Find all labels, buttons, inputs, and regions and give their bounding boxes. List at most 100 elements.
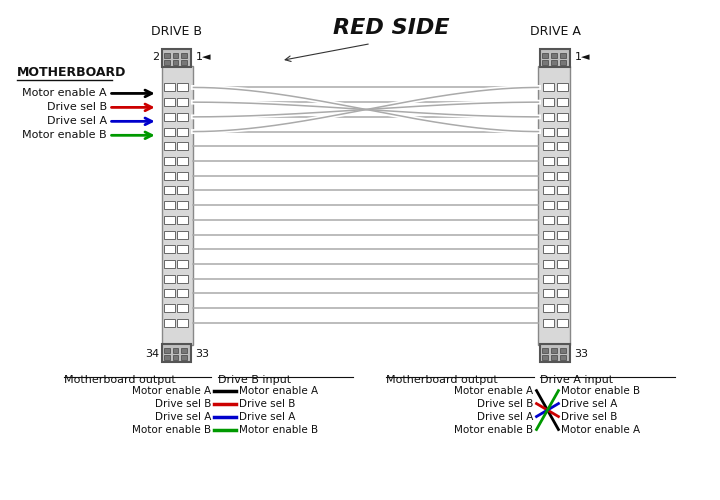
Bar [163,60,169,64]
Bar [181,354,187,360]
Bar [181,60,187,64]
Text: Drive sel A: Drive sel A [477,412,534,422]
Bar [181,348,187,352]
Bar [163,274,174,282]
Bar [542,348,549,352]
Bar [542,354,549,360]
Bar [544,128,554,136]
Text: 2: 2 [153,52,160,62]
Text: DRIVE B: DRIVE B [151,24,202,38]
Bar [173,52,179,58]
Text: Motor enable B: Motor enable B [22,130,107,140]
Bar [163,172,174,179]
Bar [544,84,554,92]
Text: Drive B input: Drive B input [218,374,292,384]
Bar [544,216,554,224]
Bar [181,52,187,58]
Bar [557,98,568,106]
Bar [557,260,568,268]
Text: 1◄: 1◄ [575,52,590,62]
Bar [552,52,557,58]
Bar [163,260,174,268]
Text: Drive sel B: Drive sel B [155,398,212,408]
Bar [544,319,554,327]
Bar [560,60,567,64]
Text: 34: 34 [554,348,568,358]
Bar [552,60,557,64]
Text: Motor enable B: Motor enable B [454,424,534,434]
Bar [557,157,568,165]
Bar [544,230,554,238]
Bar [163,113,174,121]
Text: MOTHERBOARD: MOTHERBOARD [17,66,126,80]
Bar [557,113,568,121]
Text: Drive sel A: Drive sel A [47,116,107,126]
Bar [544,304,554,312]
Bar [163,348,169,352]
Text: Drive sel B: Drive sel B [239,398,296,408]
Text: Motor enable B: Motor enable B [132,424,212,434]
Text: Drive sel A: Drive sel A [155,412,212,422]
Bar [557,274,568,282]
Bar [178,230,189,238]
Bar [557,84,568,92]
Bar [557,246,568,253]
Bar [178,290,189,298]
Text: Motor enable A: Motor enable A [132,386,212,396]
Bar [557,128,568,136]
Text: Motherboard output: Motherboard output [386,374,498,384]
Bar [541,48,570,66]
Bar [544,260,554,268]
Bar [557,216,568,224]
Text: Drive sel A: Drive sel A [562,398,618,408]
Bar [552,348,557,352]
Bar [544,201,554,209]
Bar [544,157,554,165]
Bar [163,216,174,224]
Bar [557,319,568,327]
Bar [163,354,169,360]
Text: 1◄: 1◄ [195,52,211,62]
Bar [541,344,570,361]
Bar [178,260,189,268]
Bar [178,98,189,106]
Text: Motherboard output: Motherboard output [64,374,176,384]
Bar [544,246,554,253]
Bar [544,290,554,298]
Bar [557,201,568,209]
Bar [539,66,570,344]
Text: 33: 33 [575,348,588,358]
Bar [557,290,568,298]
Text: DRIVE A: DRIVE A [530,24,581,38]
Text: 2: 2 [562,52,568,62]
Bar [560,348,567,352]
Bar [544,98,554,106]
Bar [544,186,554,194]
Bar [557,304,568,312]
Bar [163,128,174,136]
Bar [163,201,174,209]
Text: Drive A input: Drive A input [541,374,613,384]
Bar [178,84,189,92]
Bar [178,172,189,179]
Bar [178,157,189,165]
Bar [542,52,549,58]
Text: Drive sel B: Drive sel B [562,412,618,422]
Bar [544,274,554,282]
Text: Motor enable B: Motor enable B [562,386,641,396]
Bar [163,52,169,58]
Text: 34: 34 [145,348,160,358]
Bar [173,354,179,360]
Bar [163,186,174,194]
Bar [178,304,189,312]
Bar [163,246,174,253]
Bar [178,246,189,253]
Bar [178,186,189,194]
Text: 33: 33 [195,348,210,358]
Bar [163,230,174,238]
Bar [163,290,174,298]
Text: Motor enable B: Motor enable B [239,424,318,434]
Bar [178,128,189,136]
Text: Drive sel A: Drive sel A [239,412,296,422]
Bar [178,319,189,327]
